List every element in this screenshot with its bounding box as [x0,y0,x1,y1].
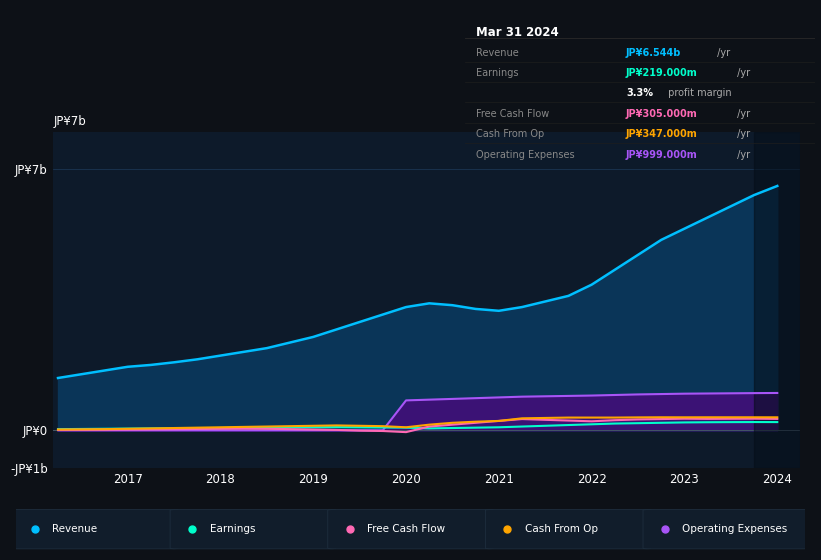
Text: Cash From Op: Cash From Op [475,129,544,139]
Text: profit margin: profit margin [665,88,732,99]
Text: Cash From Op: Cash From Op [525,524,598,534]
Bar [754,132,800,468]
Text: JP¥347.000m: JP¥347.000m [626,129,698,139]
Text: Mar 31 2024: Mar 31 2024 [475,26,558,39]
Text: /yr: /yr [734,68,750,78]
Text: JP¥305.000m: JP¥305.000m [626,109,698,119]
Text: Revenue: Revenue [52,524,97,534]
FancyBboxPatch shape [643,510,809,549]
FancyBboxPatch shape [328,510,493,549]
FancyBboxPatch shape [12,510,178,549]
Text: Operating Expenses: Operating Expenses [682,524,787,534]
FancyBboxPatch shape [170,510,336,549]
Text: /yr: /yr [734,109,750,119]
Text: Free Cash Flow: Free Cash Flow [475,109,548,119]
Text: JP¥219.000m: JP¥219.000m [626,68,698,78]
Text: /yr: /yr [734,150,750,160]
Text: Revenue: Revenue [475,48,518,58]
FancyBboxPatch shape [485,510,651,549]
Text: JP¥7b: JP¥7b [53,115,86,128]
Text: Free Cash Flow: Free Cash Flow [367,524,445,534]
Text: JP¥999.000m: JP¥999.000m [626,150,698,160]
Text: JP¥6.544b: JP¥6.544b [626,48,681,58]
Text: /yr: /yr [734,129,750,139]
Text: /yr: /yr [714,48,731,58]
Text: 3.3%: 3.3% [626,88,653,99]
Text: Earnings: Earnings [475,68,518,78]
Text: Earnings: Earnings [209,524,255,534]
Text: Operating Expenses: Operating Expenses [475,150,574,160]
